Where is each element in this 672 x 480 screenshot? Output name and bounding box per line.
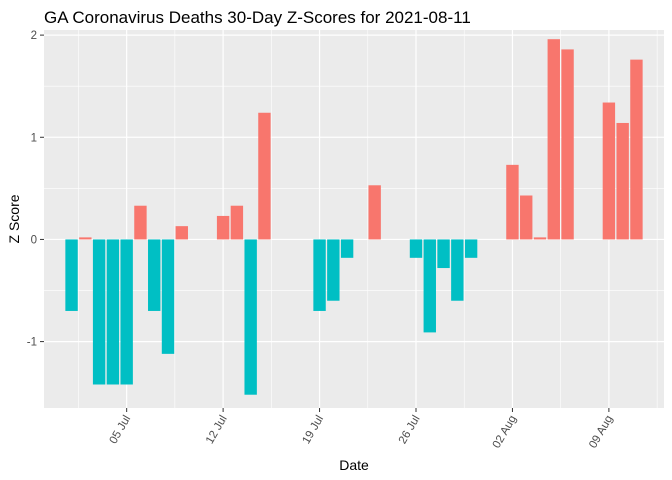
bar <box>65 239 78 311</box>
x-axis: 05 Jul 12 Jul 19 Jul 26 Jul 02 Aug 09 Aug <box>108 408 615 451</box>
y-tick-label: -1 <box>27 337 37 349</box>
bar <box>313 239 326 311</box>
bar <box>327 239 340 301</box>
gridlines <box>44 30 664 408</box>
bar <box>533 237 547 240</box>
x-tick-label: 09 Aug <box>587 414 615 451</box>
bar <box>120 239 133 385</box>
bar <box>437 239 450 269</box>
bar <box>547 39 560 240</box>
bar <box>148 239 161 311</box>
bar <box>79 237 92 240</box>
x-axis-title: Date <box>339 457 369 473</box>
x-tick-label: 02 Aug <box>491 414 519 451</box>
bar <box>340 239 354 258</box>
bar <box>423 239 436 333</box>
bar <box>561 49 574 240</box>
bar <box>258 112 271 240</box>
bar <box>216 215 230 240</box>
bar <box>409 239 423 258</box>
bar <box>244 239 257 395</box>
bar <box>230 205 244 240</box>
bar <box>506 164 519 240</box>
bar <box>161 239 175 354</box>
bar <box>175 226 188 240</box>
bars <box>65 39 643 395</box>
y-tick-label: 1 <box>31 132 37 144</box>
chart-title: GA Coronavirus Deaths 30-Day Z-Scores fo… <box>44 8 471 27</box>
bar <box>520 195 533 240</box>
y-axis-title: Z Score <box>6 194 22 243</box>
bar <box>134 205 147 240</box>
x-tick-label: 19 Jul <box>300 414 326 447</box>
bar <box>106 239 120 385</box>
bar <box>451 239 464 301</box>
y-axis: -1 0 1 2 <box>27 30 44 349</box>
bar <box>602 102 616 240</box>
bar <box>616 122 629 240</box>
x-tick-label: 05 Jul <box>108 414 134 447</box>
y-tick-label: 0 <box>31 234 37 246</box>
x-tick-label: 12 Jul <box>204 414 230 447</box>
y-tick-label: 2 <box>31 30 37 42</box>
bar <box>464 239 478 258</box>
x-tick-label: 26 Jul <box>397 414 423 447</box>
bar <box>92 239 106 385</box>
bar <box>368 185 381 240</box>
bar <box>630 59 643 240</box>
